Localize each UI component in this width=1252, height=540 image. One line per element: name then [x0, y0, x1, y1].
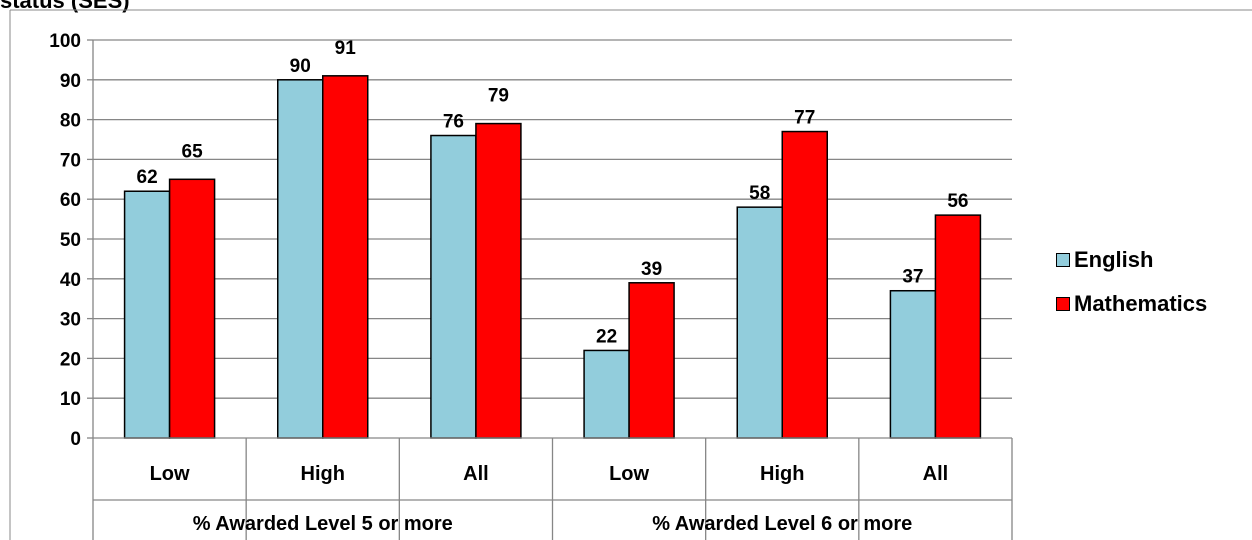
bar-mathematics — [781, 130, 828, 439]
data-label: 22 — [596, 326, 617, 347]
y-tick-label: 90 — [60, 71, 81, 92]
bar-mathematics — [628, 282, 675, 439]
data-label: 90 — [290, 56, 311, 77]
x-tick-label: All — [923, 463, 949, 485]
bar-mathematics — [934, 214, 982, 439]
legend-item-english: English — [1056, 238, 1207, 282]
y-tick-label: 80 — [60, 111, 81, 132]
bar-english — [583, 349, 630, 439]
data-label: 58 — [749, 183, 770, 204]
y-tick-label: 10 — [60, 389, 81, 410]
data-label: 76 — [443, 112, 464, 133]
y-tick-label: 0 — [70, 429, 81, 450]
legend-label-mathematics: Mathematics — [1074, 291, 1208, 316]
data-label: 39 — [641, 259, 662, 280]
y-tick-label: 100 — [49, 31, 81, 52]
x-tick-label: Low — [150, 463, 190, 485]
x-tick-label: All — [463, 463, 489, 485]
legend-item-mathematics: Mathematics — [1056, 282, 1207, 326]
data-label: 91 — [335, 38, 357, 59]
bar-mathematics — [168, 178, 216, 439]
bar-english — [123, 190, 171, 439]
group-label: % Awarded Level 5 or more — [193, 513, 453, 535]
bar-english — [889, 289, 937, 439]
y-tick-label: 30 — [60, 310, 81, 331]
group-label: % Awarded Level 6 or more — [652, 513, 912, 535]
data-label: 77 — [794, 108, 815, 129]
bar-mathematics — [475, 122, 522, 439]
bar-english — [430, 134, 477, 439]
y-tick-label: 40 — [60, 270, 81, 291]
y-tick-label: 70 — [60, 150, 81, 171]
x-tick-label: High — [760, 463, 804, 485]
data-label: 79 — [488, 86, 509, 107]
bar-english — [277, 79, 324, 439]
data-label: 56 — [947, 191, 968, 212]
bar-mathematics — [322, 75, 369, 439]
y-tick-label: 60 — [60, 190, 81, 211]
data-label: 62 — [137, 167, 158, 188]
y-tick-label: 50 — [60, 230, 81, 251]
data-label: 37 — [902, 267, 923, 288]
legend-label-english: English — [1074, 247, 1154, 272]
legend-swatch-english — [1056, 253, 1070, 267]
x-tick-label: Low — [609, 463, 649, 485]
x-tick-label: High — [301, 463, 345, 485]
y-tick-label: 20 — [60, 349, 81, 370]
legend: English Mathematics — [1056, 238, 1207, 326]
bar-english — [736, 206, 783, 439]
legend-swatch-mathematics — [1056, 297, 1070, 311]
data-label: 65 — [182, 141, 204, 162]
